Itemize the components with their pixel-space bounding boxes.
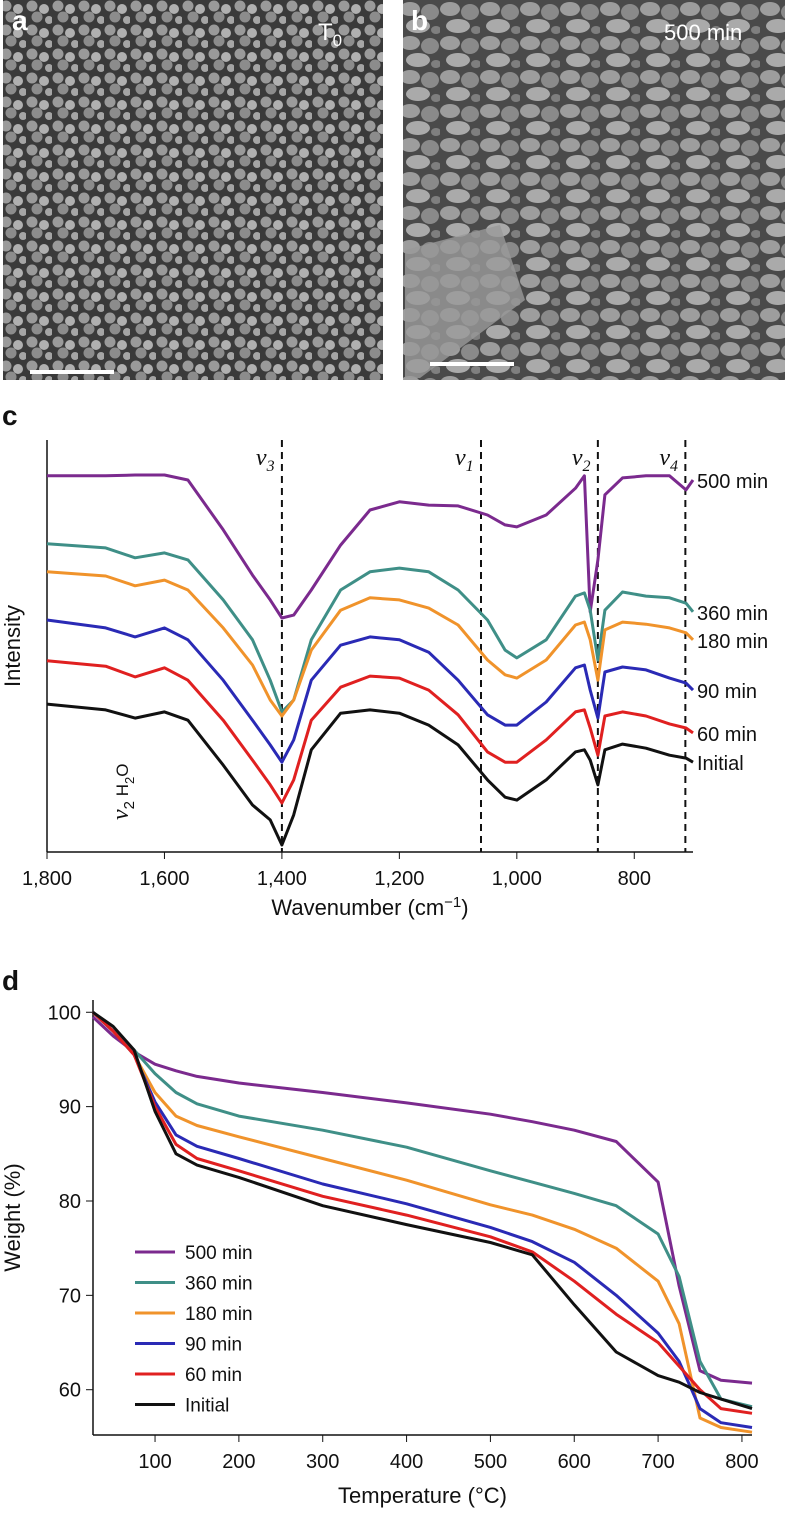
x-tick-label: 300 <box>306 1451 339 1473</box>
sem-image-a: a T0 <box>3 0 383 380</box>
series-line <box>46 659 694 805</box>
text-part: O <box>113 764 132 777</box>
text-part: −1 <box>444 894 461 911</box>
x-tick-label: 1,000 <box>492 868 542 890</box>
reference-label: ν2 <box>572 445 591 475</box>
x-tick-label: 800 <box>725 1451 758 1473</box>
legend-label: 180 min <box>185 1304 253 1325</box>
series-label: 90 min <box>697 681 757 703</box>
y-tick-label: 60 <box>59 1380 81 1402</box>
legend-label: 360 min <box>185 1274 253 1295</box>
x-tick-label: 400 <box>390 1451 423 1473</box>
series-line <box>91 1011 753 1434</box>
y-tick-label: 70 <box>59 1285 81 1307</box>
text-part: ν <box>108 809 134 820</box>
series-line <box>46 570 695 718</box>
series-label: 500 min <box>697 471 768 493</box>
series-line <box>46 618 695 764</box>
panel-label: a <box>12 5 28 36</box>
x-tick-label: 1,600 <box>139 868 189 890</box>
x-tick-label: 200 <box>222 1451 255 1473</box>
series-line <box>46 702 694 847</box>
legend-label: Initial <box>185 1396 229 1417</box>
y-tick-label: 80 <box>59 1191 81 1213</box>
x-tick-label: 1,200 <box>374 868 424 890</box>
x-tick-label: 100 <box>138 1451 171 1473</box>
series-line <box>92 1011 753 1411</box>
reference-label: ν3 <box>256 445 275 475</box>
x-tick-label: 800 <box>618 868 651 890</box>
text-part: Wavenumber (cm <box>271 895 444 920</box>
x-tick-label: 600 <box>558 1451 591 1473</box>
series-line <box>91 1015 753 1385</box>
legend-label: 90 min <box>185 1335 242 1356</box>
text-part: 3 <box>266 458 275 475</box>
text-part: 2 <box>583 458 591 475</box>
text-part: ν <box>572 445 583 471</box>
series-label: 60 min <box>697 724 757 746</box>
text-part: ν <box>256 445 267 471</box>
series-line <box>47 473 695 620</box>
legend-label: 500 min <box>185 1243 253 1264</box>
text-part: ) <box>461 895 468 920</box>
series-label: 180 min <box>697 631 768 653</box>
legend-label: 60 min <box>185 1365 242 1386</box>
panel-label: b <box>411 5 428 36</box>
x-axis-label: Temperature (°C) <box>338 1483 507 1508</box>
image-caption: T0 <box>318 19 342 50</box>
text-part: H <box>113 784 132 801</box>
panel-label: c <box>2 400 18 431</box>
x-tick-label: 700 <box>641 1451 674 1473</box>
reference-label: ν1 <box>455 445 474 475</box>
sem-image-b: b 500 min <box>403 0 785 380</box>
text-part: Temperature (°C) <box>338 1483 507 1508</box>
x-tick-label: 500 <box>474 1451 507 1473</box>
y-tick-label: 90 <box>59 1097 81 1119</box>
text-part: ν <box>659 445 670 471</box>
text-part: 4 <box>670 458 678 475</box>
panel-label: d <box>2 965 19 996</box>
y-axis-label: Intensity <box>0 605 25 687</box>
reference-label: ν4 <box>659 445 678 475</box>
series-label: 360 min <box>697 603 768 625</box>
text-part: 2 <box>121 801 138 809</box>
x-tick-label: 1,800 <box>22 868 72 890</box>
x-axis-label: Wavenumber (cm−1) <box>271 894 468 920</box>
y-axis-label: Weight (%) <box>0 1163 25 1271</box>
series-line <box>91 1011 753 1409</box>
annotation: ν2 H2O <box>108 764 138 820</box>
text-part: 1 <box>466 458 474 475</box>
y-tick-label: 100 <box>48 1002 81 1024</box>
x-tick-label: 1,400 <box>257 868 307 890</box>
text-part: ν <box>455 445 466 471</box>
text-part: 2 <box>122 777 137 784</box>
image-caption: 500 min <box>664 20 742 45</box>
series-line <box>46 542 695 714</box>
series-label: Initial <box>697 753 744 775</box>
